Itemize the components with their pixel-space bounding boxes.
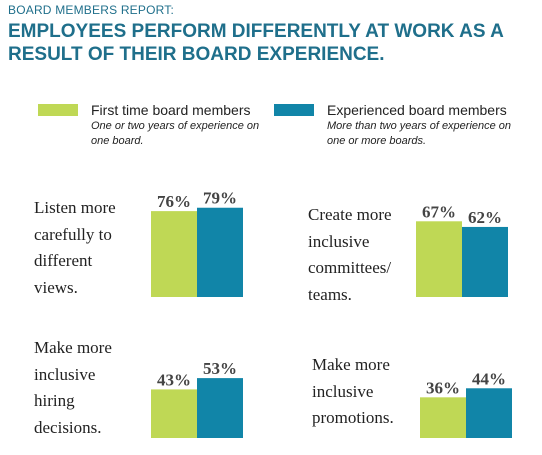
page-title: EMPLOYEES PERFORM DIFFERENTLY AT WORK AS… <box>8 21 504 65</box>
bar-committees-experienced <box>462 226 508 297</box>
data-label-promotions-experienced: 44% <box>472 369 506 388</box>
data-label-promotions-first-time: 36% <box>426 378 460 397</box>
bar-listen-first-time <box>151 211 197 297</box>
data-label-hiring-experienced: 53% <box>203 359 237 378</box>
legend-item-first-time: First time board members One or two year… <box>38 102 261 149</box>
legend-desc-first-time: One or two years of experience on one bo… <box>91 120 260 147</box>
legend-label-first-time: First time board members <box>91 102 251 118</box>
category-committees: Create more inclusive committees/ teams. <box>308 205 392 304</box>
legend-swatch-first-time <box>38 104 78 116</box>
bar-hiring-experienced <box>197 378 243 438</box>
legend-item-experienced: Experienced board members More than two … <box>274 102 522 149</box>
data-label-listen-experienced: 79% <box>203 189 237 208</box>
data-label-committees-first-time: 67% <box>422 202 456 221</box>
bar-promotions-first-time <box>420 397 466 438</box>
category-promotions: Make more inclusive promotions. <box>312 355 394 427</box>
data-label-listen-first-time: 76% <box>157 192 191 211</box>
category-listen: Listen more carefully to different views… <box>34 198 116 297</box>
report-kicker: BOARD MEMBERS REPORT: <box>8 3 175 17</box>
legend-label-experienced: Experienced board members <box>327 102 507 118</box>
bar-hiring-first-time <box>151 389 197 438</box>
data-label-committees-experienced: 62% <box>468 208 502 227</box>
bar-promotions-experienced <box>466 388 512 438</box>
data-label-hiring-first-time: 43% <box>157 370 191 389</box>
category-hiring: Make more inclusive hiring decisions. <box>34 338 112 437</box>
bar-committees-first-time <box>416 221 462 297</box>
bar-listen-experienced <box>197 207 243 297</box>
legend-desc-experienced: More than two years of experience on one… <box>327 120 512 147</box>
legend-swatch-experienced <box>274 104 314 116</box>
